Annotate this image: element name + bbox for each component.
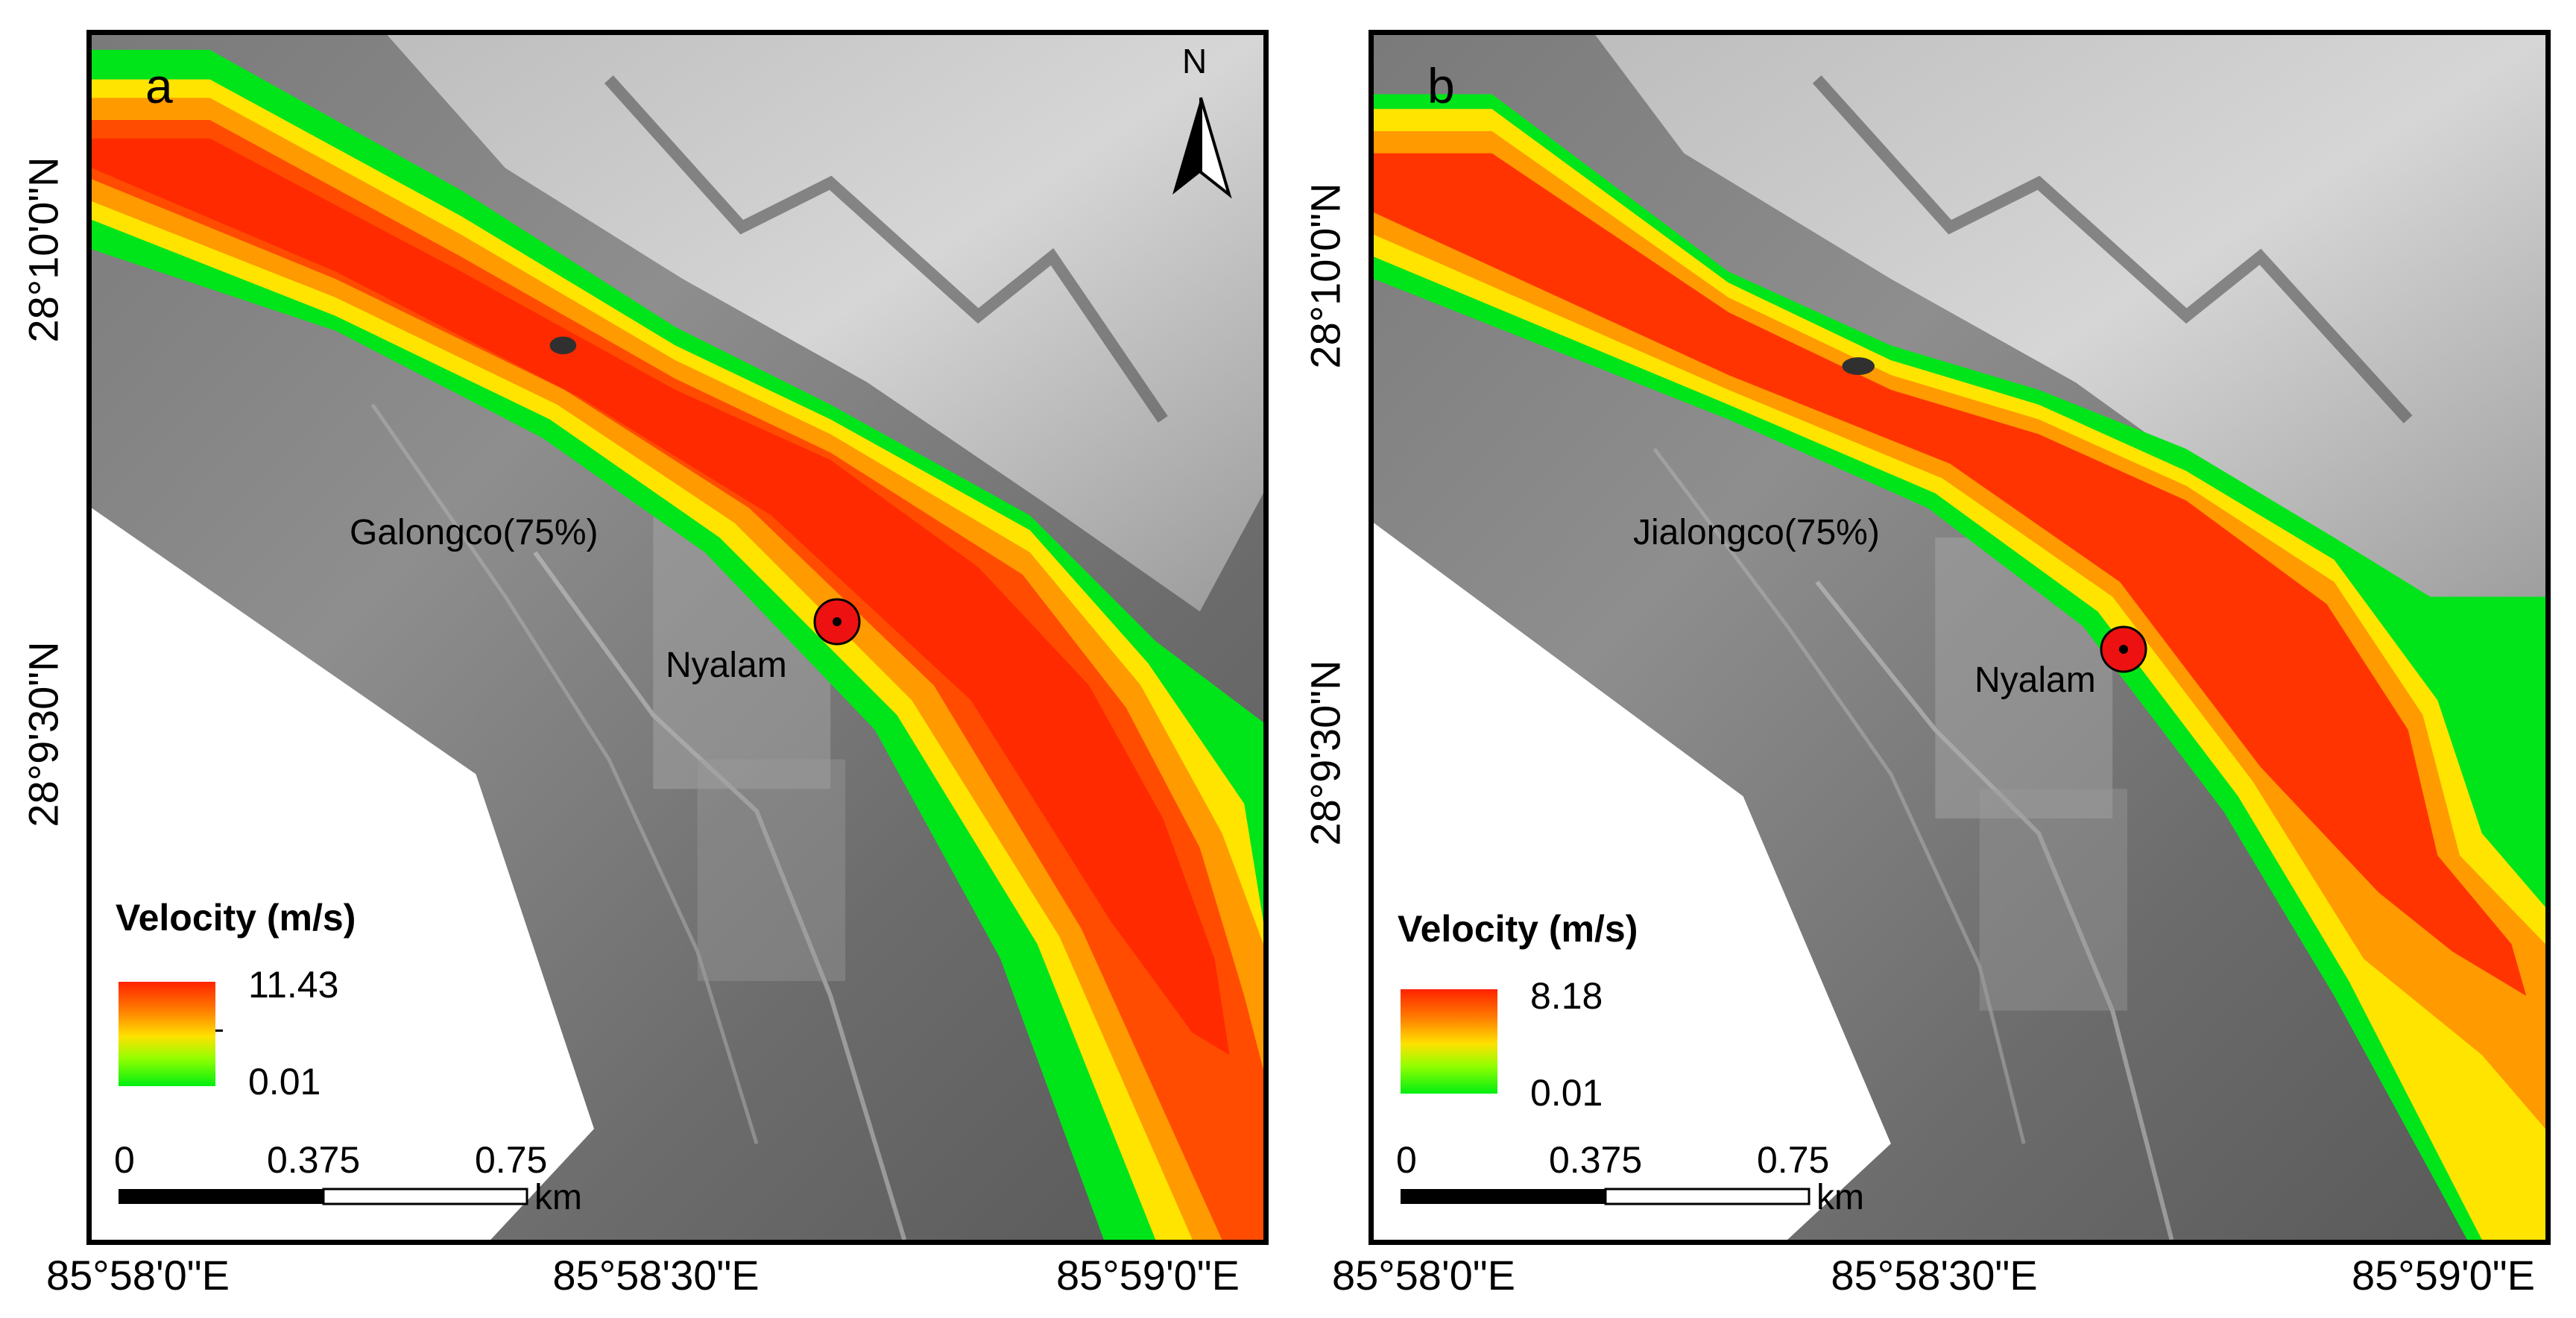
lat-tick-b-1: 28°10'0"N (1301, 183, 1349, 369)
scale-tick-a-0: 0 (114, 1139, 135, 1181)
panel-label-b: b (1427, 58, 1455, 113)
legend-title-a: Velocity (m/s) (116, 897, 356, 939)
lon-tick-b-2: 85°58'30"E (1831, 1252, 2038, 1299)
map-panel-a: a N Galongco(75%) Nyalam Velocity (m/s) … (86, 30, 1269, 1245)
lat-tick-a-2: 28°9'30"N (19, 641, 67, 827)
map-image-a (92, 35, 1263, 1240)
scale-tick-a-1: 0.375 (267, 1139, 361, 1181)
scale-bar-icon (1401, 1188, 1811, 1205)
north-arrow-icon (1172, 97, 1232, 199)
scale-unit-b: km (1816, 1178, 1864, 1217)
north-label: N (1182, 42, 1208, 81)
lon-tick-a-1: 85°58'0"E (45, 1252, 230, 1299)
town-marker-icon (813, 598, 861, 646)
legend-min-b: 0.01 (1530, 1072, 1603, 1114)
lon-tick-a-2: 85°58'30"E (552, 1252, 760, 1299)
scale-tick-b-2: 0.75 (1757, 1139, 1830, 1181)
town-marker-icon (2100, 625, 2147, 673)
legend-max-b: 8.18 (1530, 975, 1603, 1017)
lat-tick-a-1: 28°10'0"N (19, 157, 67, 343)
town-label-b: Nyalam (1974, 660, 2096, 700)
lake-label-b: Jialongco(75%) (1633, 513, 1880, 552)
legend-color-ramp-a (119, 982, 215, 1086)
scale-tick-b-1: 0.375 (1549, 1139, 1643, 1181)
town-label-a: Nyalam (666, 646, 787, 685)
lake-label-a: Galongco(75%) (350, 513, 599, 552)
map-panel-b: b Jialongco(75%) Nyalam Velocity (m/s) 8… (1368, 30, 2551, 1245)
legend-max-a: 11.43 (248, 964, 339, 1006)
legend-min-a: 0.01 (248, 1061, 321, 1103)
legend-color-ramp-b (1401, 989, 1497, 1094)
lon-tick-b-3: 85°59'0"E (2351, 1252, 2536, 1299)
scale-tick-a-2: 0.75 (475, 1139, 548, 1181)
scale-unit-a: km (534, 1178, 582, 1217)
scale-tick-b-0: 0 (1396, 1139, 1417, 1181)
scale-bar-icon (119, 1188, 528, 1205)
legend-tick-a (215, 1030, 223, 1032)
legend-title-b: Velocity (m/s) (1398, 908, 1638, 950)
lon-tick-a-3: 85°59'0"E (1055, 1252, 1240, 1299)
map-image-b (1374, 35, 2545, 1240)
panel-label-a: a (145, 58, 173, 113)
lon-tick-b-1: 85°58'0"E (1331, 1252, 1516, 1299)
lat-tick-b-2: 28°9'30"N (1301, 660, 1349, 846)
